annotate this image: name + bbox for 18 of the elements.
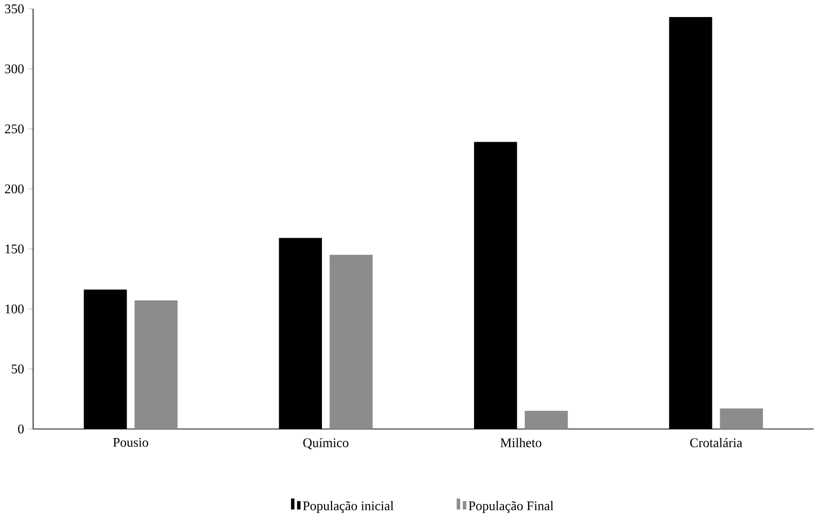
y-tick-label: 350 [5,4,24,14]
x-tick-label: Pousio [113,438,148,447]
y-tick-label: 300 [5,64,24,74]
y-tick-label: 150 [6,244,24,254]
y-tick-label: 200 [4,184,24,194]
bar [134,300,178,429]
y-tick-label: 0 [18,424,24,434]
x-tick-label: Químico [303,438,348,450]
y-tick-label: 100 [6,304,24,314]
y-tick-label: 250 [4,124,24,134]
legend-label: População inicial [302,500,394,513]
x-tick-label: Crotalária [690,438,742,448]
bar [720,408,763,429]
bar [330,254,373,429]
bar [524,410,568,429]
x-tick-label: Milheto [500,438,542,448]
y-tick-label: 50 [12,364,24,374]
legend-label: População Final [468,500,554,513]
